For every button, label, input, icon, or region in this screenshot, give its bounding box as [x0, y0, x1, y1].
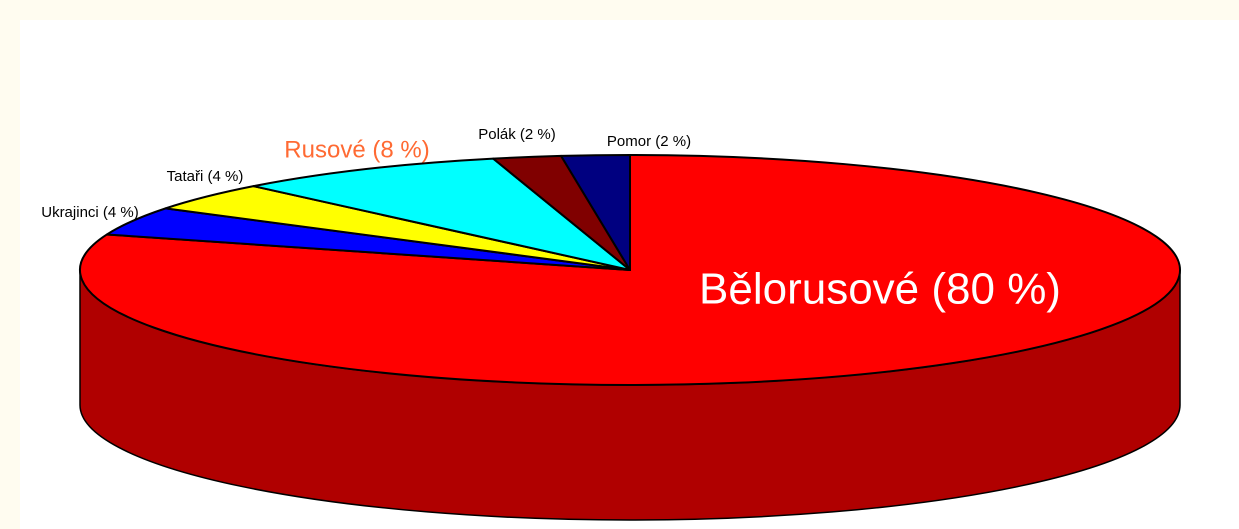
- pie-slice: [560, 154, 631, 271]
- slice-label: Bělorusové (80 %): [699, 265, 1061, 314]
- pie-slice: [79, 154, 1181, 386]
- slice-label: Polák (2 %): [478, 126, 556, 143]
- slice-label: Ukrajinci (4 %): [41, 204, 139, 221]
- slice-label: Tataři (4 %): [167, 168, 244, 185]
- slice-label: Rusové (8 %): [284, 136, 429, 163]
- slice-label: Pomor (2 %): [607, 133, 691, 150]
- pie-slice: [252, 157, 631, 271]
